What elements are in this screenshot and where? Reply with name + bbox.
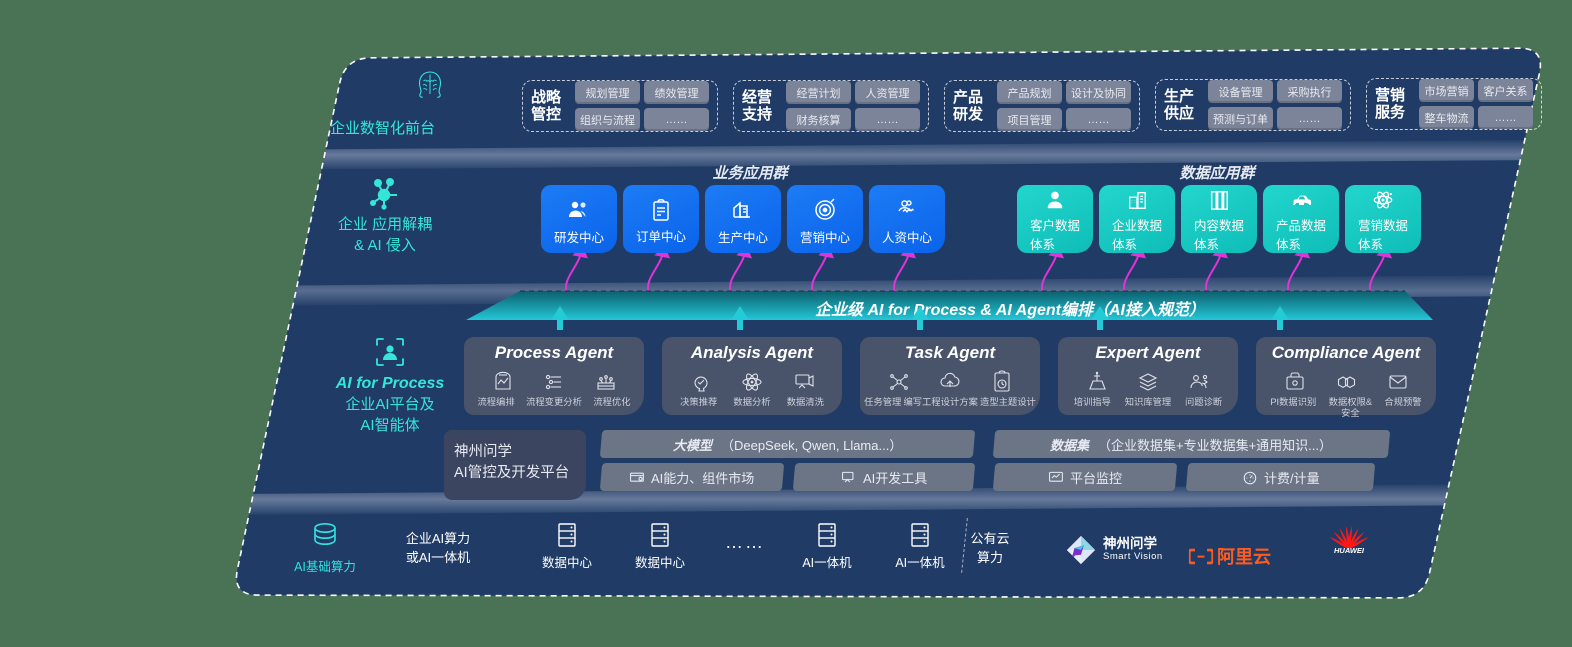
svg-text:HUAWEI: HUAWEI: [1334, 546, 1365, 555]
